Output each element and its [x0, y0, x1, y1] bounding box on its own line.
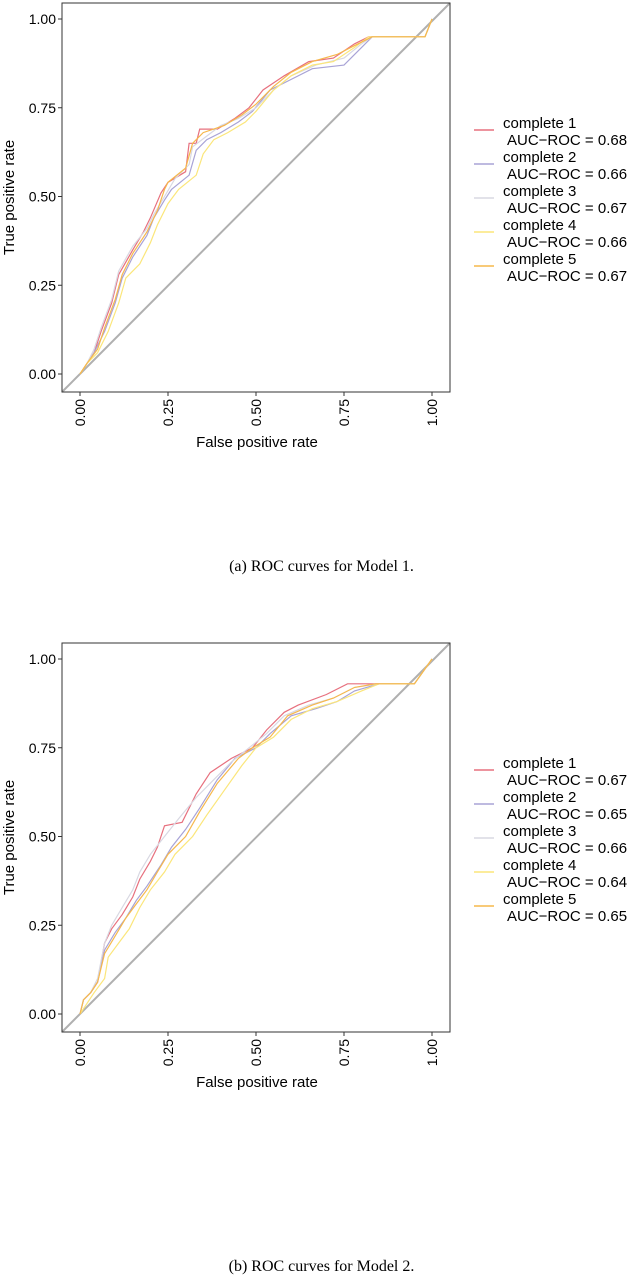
- x-axis-title: False positive rate: [196, 1074, 318, 1091]
- x-tick-label: 0.00: [72, 399, 88, 426]
- legend-series-name: complete 1: [503, 115, 576, 132]
- x-tick-label: 0.00: [72, 1039, 88, 1066]
- y-tick-label: 0.25: [29, 277, 56, 293]
- legend-auc-label: AUC−ROC = 0.67: [507, 268, 627, 285]
- legend-auc-label: AUC−ROC = 0.65: [507, 908, 627, 925]
- reference-diagonal-line: [61, 2, 451, 393]
- legend-auc-label: AUC−ROC = 0.66: [507, 840, 627, 857]
- x-tick-label: 0.50: [248, 399, 264, 426]
- x-tick-label: 0.75: [336, 399, 352, 426]
- legend-auc-label: AUC−ROC = 0.66: [507, 234, 627, 251]
- y-tick-label: 0.75: [29, 100, 56, 116]
- legend-auc-label: AUC−ROC = 0.68: [507, 132, 627, 149]
- x-axis-title: False positive rate: [196, 434, 318, 451]
- roc-curve-series-4: [79, 658, 433, 1015]
- roc-curve-series-3: [79, 18, 433, 375]
- x-tick-label: 1.00: [424, 399, 440, 426]
- legend-auc-label: AUC−ROC = 0.67: [507, 200, 627, 217]
- roc-plot-svg: 0.00 0.25 0.50 0.75 1.00 0.00 0.25 0.50 0.75 1.00…: [1, 2, 627, 451]
- legend-series-name: complete 3: [503, 183, 576, 200]
- legend-series-name: complete 2: [503, 789, 576, 806]
- roc-curve-series-2: [79, 18, 433, 375]
- roc-curve-series-5: [79, 18, 433, 375]
- y-tick-label: 0.00: [29, 1006, 56, 1022]
- y-tick-label: 0.75: [29, 740, 56, 756]
- y-tick-label: 1.00: [29, 11, 56, 27]
- y-tick-label: 0.50: [29, 189, 56, 205]
- legend-series-name: complete 4: [503, 217, 576, 234]
- legend-series-name: complete 1: [503, 755, 576, 772]
- legend-auc-label: AUC−ROC = 0.67: [507, 772, 627, 789]
- roc-plot-svg: 0.00 0.25 0.50 0.75 1.00 0.00 0.25 0.50 0.75 1.00…: [1, 642, 627, 1091]
- x-tick-label: 0.50: [248, 1039, 264, 1066]
- y-axis-title: True positive rate: [1, 780, 18, 895]
- y-tick-label: 0.25: [29, 917, 56, 933]
- legend-auc-label: AUC−ROC = 0.64: [507, 874, 627, 891]
- roc-curve-series-4: [79, 18, 433, 375]
- legend-auc-label: AUC−ROC = 0.65: [507, 806, 627, 823]
- legend-series-name: complete 2: [503, 149, 576, 166]
- figure-caption: (a) ROC curves for Model 1.: [229, 558, 414, 575]
- reference-diagonal-line: [61, 642, 451, 1033]
- y-axis-title: True positive rate: [1, 140, 18, 255]
- roc-chart-model-1: 0.00 0.25 0.50 0.75 1.00 0.00 0.25 0.50 0.75 1.00…: [1, 2, 627, 575]
- figure-caption: (b) ROC curves for Model 2.: [228, 1258, 415, 1275]
- legend-series-name: complete 5: [503, 891, 576, 908]
- roc-chart-model-2: 0.00 0.25 0.50 0.75 1.00 0.00 0.25 0.50 0.75 1.00…: [0, 640, 643, 1280]
- y-tick-label: 1.00: [29, 651, 56, 667]
- y-tick-label: 0.00: [29, 366, 56, 382]
- legend-series-name: complete 3: [503, 823, 576, 840]
- legend-auc-label: AUC−ROC = 0.66: [507, 166, 627, 183]
- x-tick-label: 1.00: [424, 1039, 440, 1066]
- x-tick-label: 0.25: [160, 1039, 176, 1066]
- legend-series-name: complete 5: [503, 251, 576, 268]
- y-tick-label: 0.50: [29, 829, 56, 845]
- x-tick-label: 0.75: [336, 1039, 352, 1066]
- x-tick-label: 0.25: [160, 399, 176, 426]
- legend-series-name: complete 4: [503, 857, 576, 874]
- roc-curve-series-5: [79, 658, 433, 1015]
